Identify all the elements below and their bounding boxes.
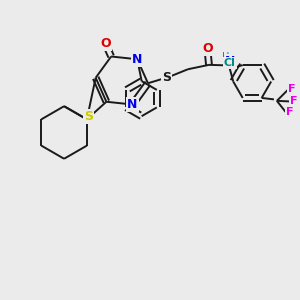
Text: F: F [290,96,298,106]
Text: N: N [132,53,142,66]
Text: F: F [286,107,293,117]
Text: F: F [288,84,296,94]
Text: Cl: Cl [224,58,236,68]
Text: N: N [225,56,236,68]
Text: O: O [100,37,111,50]
Text: N: N [127,98,138,111]
Text: S: S [162,71,171,84]
Text: H: H [222,52,229,62]
Text: S: S [84,110,93,123]
Text: O: O [202,42,213,55]
